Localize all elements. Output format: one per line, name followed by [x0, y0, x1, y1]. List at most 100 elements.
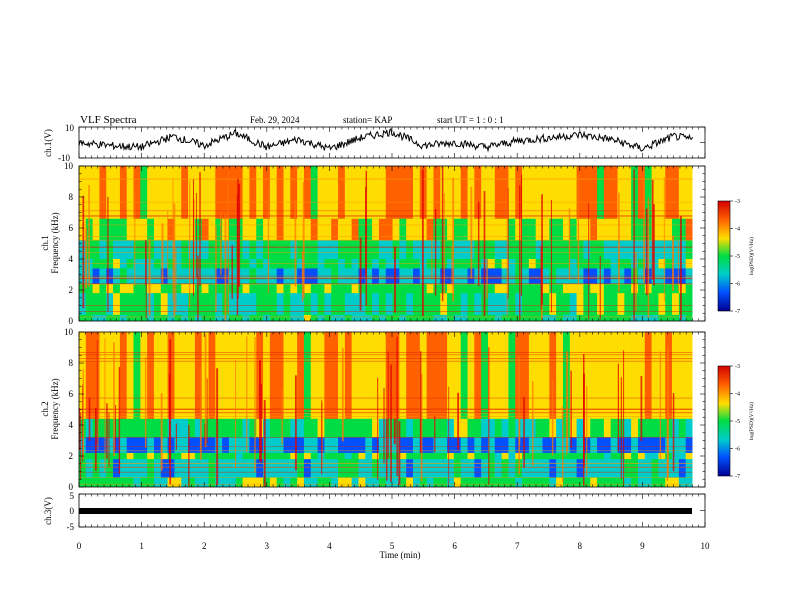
frequency-tick-label: 4: [69, 420, 74, 430]
spectrogram-cell: [283, 314, 291, 321]
spectrogram-cell: [351, 283, 359, 294]
spectrogram-cell: [201, 240, 209, 259]
spectrogram-cell: [290, 240, 298, 259]
spectrogram-cell: [153, 314, 162, 321]
spectrogram-cell: [344, 437, 352, 453]
spectrogram-cell: [153, 477, 162, 487]
spectrogram-cell: [194, 218, 202, 241]
spectrogram-cell: [263, 437, 271, 453]
spectrogram-cell: [617, 332, 625, 419]
spectrogram-cell: [290, 166, 298, 219]
spectrogram-cell: [678, 259, 686, 269]
spectrogram-cell: [528, 293, 537, 315]
spectrogram-cell: [406, 314, 414, 321]
spectrogram-cell: [174, 283, 182, 294]
spectrogram-cell: [549, 459, 557, 478]
spectrogram-cell: [637, 452, 646, 460]
spectrogram-cell: [310, 459, 318, 478]
spectrogram-cell: [372, 283, 380, 294]
spectrogram-cell: [181, 418, 189, 438]
spectrogram-cell: [522, 332, 530, 419]
spectrogram-cell: [324, 259, 332, 269]
spectrogram-cell: [317, 283, 325, 294]
spectrogram-cell: [535, 218, 543, 241]
spectrogram-cell: [413, 218, 421, 241]
spectrogram-cell: [235, 418, 243, 438]
spectrogram-cell: [113, 314, 121, 321]
spectrogram-cell: [317, 452, 325, 460]
spectrogram-cell: [228, 166, 237, 219]
spectrogram-cell: [228, 218, 237, 241]
spectrogram-cell: [269, 314, 277, 321]
spectrogram-cell: [303, 240, 312, 259]
spectrogram-cell: [153, 459, 162, 478]
spectrogram-cell: [406, 418, 414, 438]
spectrogram-cell: [406, 293, 414, 315]
spectrogram-cell: [256, 314, 264, 321]
spectrogram-cell: [556, 452, 564, 460]
spectrogram-cell: [453, 332, 462, 419]
spectrogram-cell: [413, 418, 421, 438]
time-axis-tick-label: 4: [327, 541, 332, 551]
spectrogram-cell: [583, 240, 591, 259]
spectrogram-cell: [92, 477, 100, 487]
spectrogram-cell: [181, 166, 189, 219]
spectrogram-cell: [556, 332, 564, 419]
spectrogram-cell: [433, 459, 441, 478]
colorbar-tick-label: -5: [735, 419, 740, 425]
spectrogram-cell: [494, 259, 502, 269]
spectrogram-cell: [433, 452, 441, 460]
spectrogram-cell: [467, 293, 475, 315]
spectrogram-cell: [269, 283, 277, 294]
spectrogram-cell: [440, 314, 448, 321]
spectrogram-cell: [303, 452, 312, 460]
spectrogram-cell: [501, 283, 509, 294]
spectrogram-cell: [665, 259, 673, 269]
spectrogram-cell: [542, 332, 550, 419]
spectrogram-cell: [603, 437, 611, 453]
spectrogram-cell: [378, 418, 387, 438]
spectrogram-cell: [194, 418, 202, 438]
spectrogram-cell: [269, 166, 277, 219]
spectrogram-cell: [310, 166, 318, 219]
spectrogram-cell: [603, 218, 611, 241]
spectrogram-cell: [310, 218, 318, 241]
spectrogram-cell: [160, 240, 168, 259]
spectrogram-cell: [208, 459, 216, 478]
spectrogram-cell: [508, 459, 516, 478]
spectrogram-cell: [474, 259, 482, 269]
spectrogram-cell: [290, 437, 298, 453]
spectrogram-cell: [535, 293, 543, 315]
spectrogram-cell: [106, 459, 114, 478]
spectrogram-cell: [658, 452, 666, 460]
ch2-spectrogram-panel: 0 2 4 6 8 10 ch.2 Frequency (kHz): [40, 327, 706, 492]
colorbar-tick-label: -3: [735, 199, 740, 205]
spectrogram-cell: [562, 477, 571, 487]
spectrogram-cell: [228, 332, 237, 419]
spectrogram-cell: [297, 218, 305, 241]
spectrogram-cell: [126, 459, 134, 478]
ch1-colorbar-ticks: -3 -4 -5 -6 -7: [730, 199, 740, 315]
ch1-waveform-ticks: [78, 126, 706, 159]
spectrogram-cell: [665, 293, 673, 315]
spectrogram-cell: [126, 418, 134, 438]
spectrogram-cell: [467, 418, 475, 438]
spectrogram-cell: [535, 259, 543, 269]
spectrogram-cell: [79, 166, 87, 219]
spectrogram-cell: [351, 259, 359, 269]
spectrogram-cell: [378, 240, 387, 259]
spectrogram-cell: [535, 459, 543, 478]
spectrogram-cell: [665, 283, 673, 294]
spectrogram-cell: [419, 459, 427, 478]
spectrogram-cell: [338, 452, 346, 460]
spectrogram-cell: [617, 314, 625, 321]
spectrogram-cell: [515, 283, 523, 294]
spectrogram-cell: [413, 166, 421, 219]
spectrogram-cell: [556, 477, 564, 487]
spectrogram-cell: [528, 314, 537, 321]
spectrogram-cell: [378, 314, 387, 321]
spectrogram-cell: [426, 332, 434, 419]
ch1-ytick-top: 10: [65, 123, 75, 133]
spectrogram-cell: [433, 293, 441, 315]
spectrogram-cell: [644, 166, 652, 219]
